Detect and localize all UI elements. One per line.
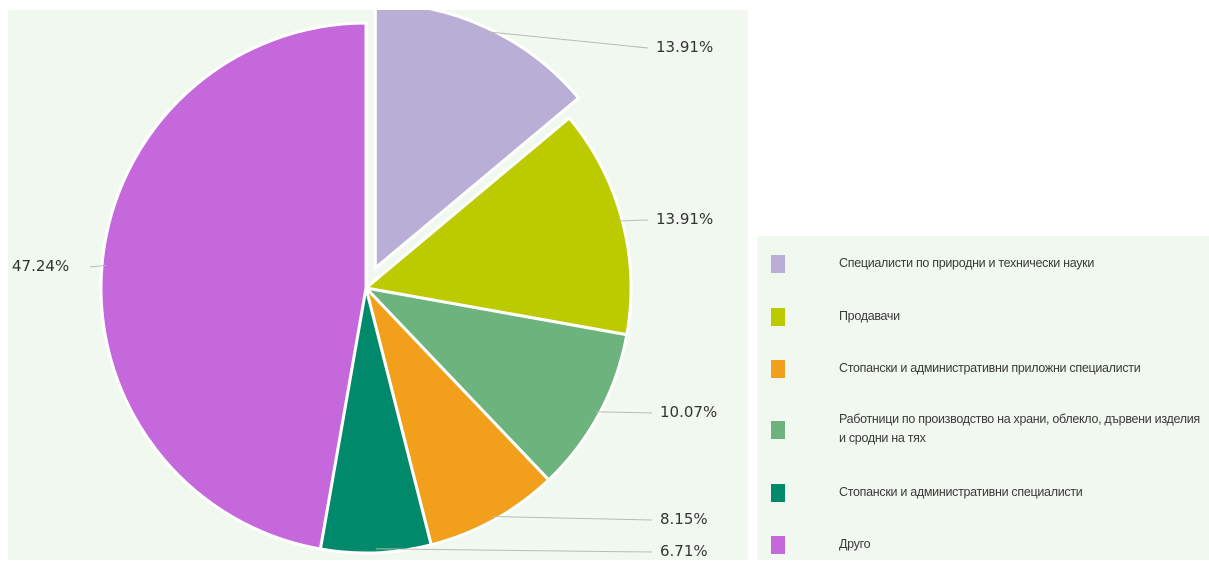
data-label: 47.24%: [12, 257, 69, 275]
legend-swatch: [771, 536, 785, 554]
data-label: 13.91%: [656, 210, 713, 228]
leader-line: [375, 548, 653, 553]
leader-line: [618, 219, 649, 222]
leader-line: [492, 515, 653, 521]
data-label: 13.91%: [656, 38, 713, 56]
legend-label: Стопански и административни специалисти: [839, 485, 1083, 499]
pie-slice[interactable]: [373, 10, 581, 272]
legend-label: Друго: [839, 537, 871, 551]
data-label: 8.15%: [660, 510, 708, 528]
chart-panel: 13.91% 13.91% 10.07% 8.15% 6.71% 47.24%: [8, 10, 748, 560]
data-label: 10.07%: [660, 403, 717, 421]
legend-label: Специалисти по природни и технически нау…: [839, 256, 1095, 270]
legend-swatch: [771, 308, 785, 326]
leader-line: [485, 31, 649, 49]
pie-slice[interactable]: [362, 115, 633, 337]
legend-swatch: [771, 421, 785, 439]
leader-line: [595, 411, 653, 414]
legend-swatch: [771, 360, 785, 378]
data-label: 6.71%: [660, 542, 708, 560]
legend: Специалисти по природни и технически нау…: [757, 236, 1209, 560]
legend-swatch: [771, 255, 785, 273]
pie-slice[interactable]: [361, 285, 629, 483]
legend-label: Работници по производство на храни, обле…: [839, 412, 1200, 445]
legend-label: Продавачи: [839, 309, 900, 323]
pie-slice[interactable]: [363, 282, 551, 547]
legend-swatch: [771, 484, 785, 502]
pie-chart: 13.91% 13.91% 10.07% 8.15% 6.71% 47.24%: [12, 10, 717, 560]
pie-slice[interactable]: [318, 287, 434, 555]
legend-label: Стопански и административни приложни спе…: [839, 361, 1141, 375]
leader-line: [89, 264, 107, 268]
pie-slice[interactable]: [99, 21, 368, 551]
